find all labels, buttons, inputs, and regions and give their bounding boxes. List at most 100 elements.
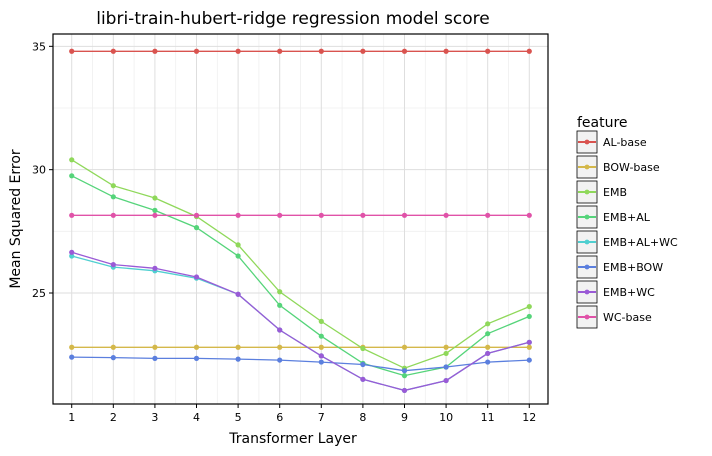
legend-item: EMB+AL [576,205,651,229]
series-emb-al [69,173,532,379]
data-point [526,344,532,350]
series-emb-bow [69,354,532,374]
data-point [277,289,283,295]
legend-title: feature [577,115,628,131]
x-tick-label: 5 [235,411,242,424]
data-point [526,303,532,310]
legend-label: AL-base [603,136,647,149]
data-point [443,212,449,218]
legend-key-point [584,214,590,220]
legend-key-point [584,264,590,270]
legend-label: WC-base [603,311,652,324]
data-point [69,354,75,360]
data-point [526,313,532,320]
data-point [235,344,241,350]
y-tick-label: 35 [32,40,46,53]
data-point [485,359,491,365]
legend-key-point [584,289,590,295]
data-point [485,212,491,218]
y-tick-label: 25 [32,287,46,300]
data-point [443,350,449,357]
data-point [235,291,241,297]
data-point [193,212,200,218]
data-point [235,356,241,362]
legend-label: EMB+WC [603,286,655,299]
data-point [401,48,408,54]
data-point [401,368,408,374]
legend-label: EMB+AL [603,211,651,224]
data-point [69,173,75,179]
data-point [235,242,241,248]
data-point [69,212,75,218]
legend-key-point [584,189,590,195]
data-point [69,344,75,350]
x-tick-label: 1 [68,411,75,424]
data-point [318,353,324,359]
data-point [152,265,158,271]
series-wc-base [69,212,532,218]
data-point [401,373,408,379]
x-tick-label: 7 [318,411,325,424]
legend-item: EMB [576,180,627,204]
data-point [318,212,324,218]
x-tick-label: 4 [193,411,200,424]
data-point [110,344,116,350]
x-tick-label: 11 [481,411,495,424]
data-point [277,48,283,54]
legend-key-point [584,239,590,245]
data-point [318,344,324,350]
data-point [401,344,408,350]
data-point [360,48,366,54]
data-point [443,377,449,384]
data-point [360,345,366,352]
data-point [110,48,116,54]
data-point [526,357,532,363]
x-tick-label: 2 [110,411,117,424]
data-point [152,355,158,361]
legend-label: EMB+AL+WC [603,236,678,249]
chart-title: libri-train-hubert-ridge regression mode… [96,9,490,29]
plot-border [52,33,549,405]
x-tick-label: 12 [522,411,536,424]
x-tick-label: 8 [359,411,366,424]
data-point [235,212,241,218]
legend-key-point [584,164,590,170]
legend-key-point [584,139,590,145]
data-point [360,376,366,382]
data-point [526,339,532,345]
data-point [193,225,200,231]
data-point [360,361,366,368]
series-al-base [69,48,532,54]
x-axis-label: Transformer Layer [228,431,357,447]
data-point [360,212,366,218]
data-point [443,48,449,54]
data-point [443,364,449,370]
data-point [110,183,116,189]
data-point [69,157,75,163]
y-axis-label: Mean Squared Error [8,149,24,289]
legend-item: BOW-base [576,155,660,179]
x-tick-label: 6 [276,411,283,424]
legend-label: EMB+BOW [603,261,663,274]
legend-item: WC-base [576,305,652,329]
data-point [110,262,116,268]
legend-item: EMB+BOW [576,255,663,279]
data-point [485,331,491,337]
data-point [69,48,75,54]
x-axis-ticks: 1 2 3 4 5 6 7 8 9 10 11 12 [68,404,536,424]
data-point [235,253,241,259]
y-axis-ticks: 25 30 35 [32,40,53,300]
data-point [193,274,200,280]
data-point [443,344,449,350]
data-point [110,194,116,200]
data-point [526,212,532,218]
data-point [193,355,200,361]
data-point [193,344,200,350]
grid-major [53,34,548,404]
x-tick-label: 3 [151,411,158,424]
x-tick-label: 10 [439,411,453,424]
data-point [485,48,491,54]
data-point [277,212,283,218]
legend-label: EMB [603,186,627,199]
